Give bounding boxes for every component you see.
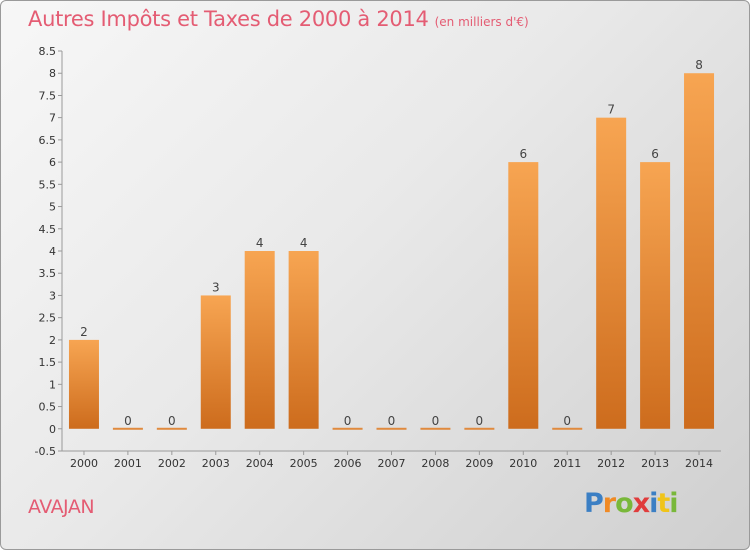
y-tick-label: 2 — [49, 334, 56, 347]
x-tick-label: 2011 — [553, 457, 581, 470]
x-tick-label: 2002 — [158, 457, 186, 470]
y-tick-label: 5.5 — [39, 178, 57, 191]
data-label: 0 — [344, 414, 352, 428]
bar — [684, 73, 715, 429]
data-label: 3 — [212, 280, 220, 294]
y-tick-label: 3 — [49, 289, 56, 302]
y-tick-label: 6 — [49, 156, 56, 169]
x-tick-label: 2003 — [202, 457, 230, 470]
y-tick-label: 6.5 — [39, 134, 57, 147]
bar — [288, 251, 319, 429]
y-tick-label: 7 — [49, 112, 56, 125]
x-tick-label: 2000 — [70, 457, 98, 470]
x-tick-label: 2005 — [290, 457, 318, 470]
data-label: 4 — [300, 236, 308, 250]
logo-letter: x — [632, 488, 650, 519]
bar — [244, 251, 275, 429]
logo-letter: t — [657, 488, 670, 519]
y-tick-label: 7.5 — [39, 89, 57, 102]
x-tick-label: 2004 — [246, 457, 274, 470]
data-label: 0 — [168, 414, 176, 428]
x-tick-label: 2007 — [378, 457, 406, 470]
logo-letter: i — [669, 488, 678, 519]
x-tick-label: 2006 — [334, 457, 362, 470]
data-label: 6 — [651, 147, 659, 161]
data-label: 0 — [432, 414, 440, 428]
x-tick-label: 2014 — [685, 457, 713, 470]
y-tick-label: 4.5 — [39, 223, 57, 236]
logo-letter: i — [649, 488, 658, 519]
bar — [376, 427, 407, 430]
data-label: 0 — [388, 414, 396, 428]
x-tick-label: 2008 — [421, 457, 449, 470]
chart-title: Autres Impôts et Taxes de 2000 à 2014 — [28, 7, 429, 31]
x-tick-label: 2012 — [597, 457, 625, 470]
logo-letter: o — [615, 488, 634, 519]
data-label: 0 — [563, 414, 571, 428]
y-tick-label: 4 — [49, 245, 56, 258]
bar — [420, 427, 451, 430]
proxiti-logo: Proxiti — [584, 488, 679, 519]
bar — [112, 427, 143, 430]
y-tick-label: 1.5 — [39, 356, 57, 369]
y-tick-label: 2.5 — [39, 312, 57, 325]
data-label: 6 — [519, 147, 527, 161]
y-tick-label: 8.5 — [39, 45, 57, 58]
commune-name: AVAJAN — [28, 496, 95, 518]
x-tick-label: 2010 — [509, 457, 537, 470]
bar — [508, 162, 539, 429]
x-tick-label: 2009 — [465, 457, 493, 470]
y-tick-label: 0.5 — [39, 401, 57, 414]
bar — [640, 162, 671, 429]
y-tick-label: 8 — [49, 67, 56, 80]
chart-unit: (en milliers d'€) — [434, 15, 529, 29]
data-label: 2 — [80, 325, 88, 339]
bar — [68, 339, 99, 429]
bar — [332, 427, 363, 430]
bar — [596, 117, 627, 429]
chart-title-block: Autres Impôts et Taxes de 2000 à 2014 (en… — [28, 7, 529, 31]
data-label: 7 — [607, 103, 615, 117]
bar — [464, 427, 495, 430]
y-tick-label: -0.5 — [35, 445, 56, 458]
logo-letter: P — [584, 488, 604, 519]
logo-letter: r — [602, 488, 616, 519]
bar — [552, 427, 583, 430]
bar — [156, 427, 187, 430]
x-tick-label: 2001 — [114, 457, 142, 470]
x-tick-label: 2013 — [641, 457, 669, 470]
data-label: 4 — [256, 236, 264, 250]
data-label: 8 — [695, 58, 703, 72]
y-tick-label: 1 — [49, 378, 56, 391]
data-label: 0 — [124, 414, 132, 428]
data-label: 0 — [476, 414, 484, 428]
bar — [200, 295, 231, 429]
y-tick-label: 5 — [49, 201, 56, 214]
y-tick-label: 0 — [49, 423, 56, 436]
y-tick-label: 3.5 — [39, 267, 57, 280]
